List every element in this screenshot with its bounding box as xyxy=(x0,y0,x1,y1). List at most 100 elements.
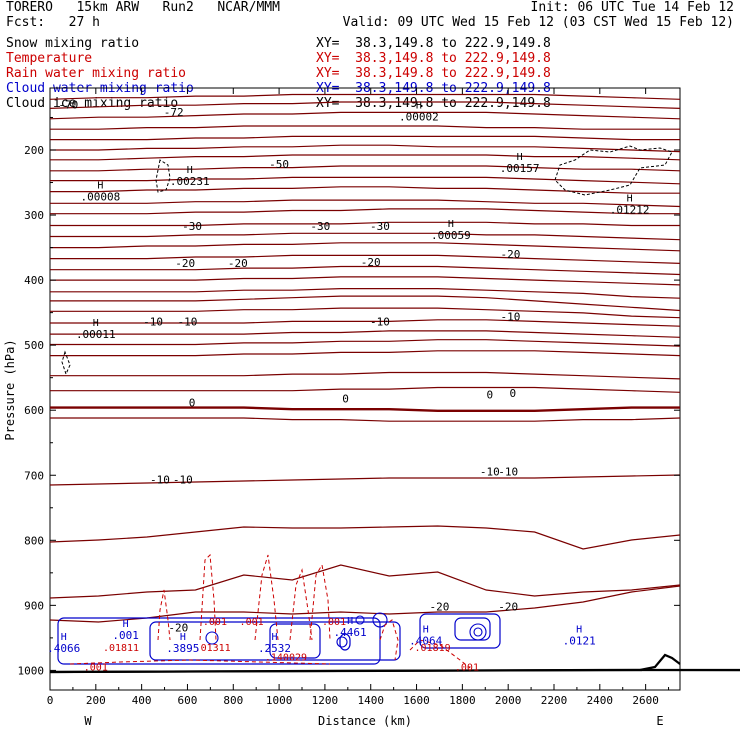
temperature-contour-label: -10 xyxy=(480,465,500,478)
x-axis-title: Distance (km) xyxy=(318,714,412,728)
snow-maximum-marker: H xyxy=(97,181,103,192)
cloud-water-maximum-value: .001 xyxy=(112,629,139,642)
temperature-contour xyxy=(50,144,681,153)
cloud-water-maximum-marker: H xyxy=(271,632,277,643)
terrain-line xyxy=(49,668,643,674)
temperature-contour xyxy=(50,186,680,194)
temperature-contour xyxy=(50,176,681,185)
temperature-contour xyxy=(49,564,681,599)
snow-maximum-value: .00011 xyxy=(76,328,116,341)
cloud-water-contour xyxy=(205,631,219,645)
cloud-water-contour xyxy=(149,621,401,661)
rain-water-label: .001 xyxy=(455,662,479,673)
rain-water-label: .01819 xyxy=(415,643,451,654)
legend-field-xy: XY= 38.3,149.8 to 222.9,149.8 xyxy=(316,66,551,81)
cloud-water-maximum-marker: H xyxy=(123,619,129,630)
temperature-contour xyxy=(50,288,681,299)
rain-water-contour xyxy=(409,639,471,669)
rain-water-label: .140029 xyxy=(265,653,307,664)
cloud-water-contour xyxy=(473,627,483,637)
legend-field-name: Temperature xyxy=(6,51,93,66)
x-tick-label: 1600 xyxy=(403,694,430,707)
y-tick-label: 500 xyxy=(24,339,44,352)
x-tick-label: 1800 xyxy=(449,694,476,707)
snow-maximum-value: .00231 xyxy=(170,175,210,188)
x-tick-label: 0 xyxy=(47,694,54,707)
snow-maximum-marker: H xyxy=(187,165,193,176)
rain-water-label: .01311 xyxy=(195,643,231,654)
temperature-contour xyxy=(50,417,681,422)
temperature-contour-label: -20 xyxy=(361,256,381,269)
temperature-contour xyxy=(50,276,681,286)
rain-water-contour xyxy=(199,553,217,641)
temperature-contour xyxy=(50,330,681,338)
west-label: W xyxy=(84,714,92,728)
rain-water-contour xyxy=(254,554,279,641)
plot-title: TORERO 15km ARW Run2 NCAR/MMM xyxy=(6,0,280,15)
cloud-water-maximum-value: .4461 xyxy=(334,626,367,639)
x-tick-label: 1400 xyxy=(357,694,384,707)
temperature-contour xyxy=(50,135,680,141)
temperature-contour-label: -10 xyxy=(173,474,193,487)
temperature-contour xyxy=(50,208,680,215)
temperature-contour xyxy=(50,242,681,252)
temperature-contour xyxy=(50,199,681,208)
rain-water-label: .01811 xyxy=(103,643,139,654)
snow-maximum-value: .00002 xyxy=(399,111,439,124)
snow-maximum-value: .00008 xyxy=(81,191,121,204)
cloud-water-contour xyxy=(336,636,348,648)
temperature-contour xyxy=(50,125,680,130)
y-tick-label: 200 xyxy=(24,144,44,157)
legend-field-xy: XY= 38.3,149.8 to 222.9,149.8 xyxy=(316,36,551,51)
temperature-contour xyxy=(50,319,681,327)
temperature-contour-label: -50 xyxy=(269,158,289,171)
temperature-contour-label: -10 xyxy=(370,316,390,329)
temperature-contour xyxy=(49,93,681,100)
snow-maximum-marker: H xyxy=(416,101,422,112)
temperature-contour-label: -10 xyxy=(178,316,198,329)
cloud-water-maximum-marker: H xyxy=(180,632,186,643)
cloud-water-contour xyxy=(57,617,381,665)
rain-water-contour xyxy=(69,659,331,665)
x-tick-label: 2400 xyxy=(587,694,614,707)
temperature-contour-label: -30 xyxy=(182,220,202,233)
temperature-contour-label: 0 xyxy=(487,388,494,401)
rain-water-contour xyxy=(309,563,331,641)
snow-contour xyxy=(155,159,171,193)
temperature-contour xyxy=(49,585,681,623)
forecast-hour: Fcst: 27 h xyxy=(6,15,100,30)
cloud-water-maximum-value: .0121 xyxy=(563,634,596,647)
cloud-water-maximum-marker: H xyxy=(61,632,67,643)
temperature-contour xyxy=(49,111,681,120)
cloud-water-contour xyxy=(469,623,487,641)
rain-water-contour xyxy=(157,589,171,641)
temperature-contour xyxy=(50,165,681,172)
snow-maximum-value: .01212 xyxy=(610,204,650,217)
temperature-contour xyxy=(50,307,681,319)
temperature-contour xyxy=(50,339,681,347)
init-time: Init: 06 UTC Tue 14 Feb 12 xyxy=(530,0,735,15)
temperature-contour-label: -10 xyxy=(150,474,170,487)
rain-water-contour xyxy=(379,619,399,661)
rain-water-label: .001 xyxy=(240,617,264,628)
freezing-level-contour xyxy=(50,406,680,412)
y-tick-label: 400 xyxy=(24,274,44,287)
temperature-contour xyxy=(50,154,681,161)
cloud-water-maximum-value: .2532 xyxy=(258,642,291,655)
x-tick-label: 2200 xyxy=(541,694,568,707)
temperature-contour xyxy=(50,265,681,276)
y-tick-label: 600 xyxy=(24,404,44,417)
cloud-water-contour xyxy=(454,617,491,641)
temperature-contour-label: -30 xyxy=(310,220,330,233)
x-tick-label: 200 xyxy=(86,694,106,707)
temperature-contour xyxy=(50,295,681,312)
legend-field-xy: XY= 38.3,149.8 to 222.9,149.8 xyxy=(316,51,551,66)
legend-field-name: Snow mixing ratio xyxy=(6,36,140,51)
temperature-contour xyxy=(50,371,681,380)
legend-field-name: Rain water mixing ratio xyxy=(6,66,187,81)
temperature-contour-label: -20 xyxy=(168,621,188,634)
rain-water-label: .001 xyxy=(84,662,108,673)
snow-contour xyxy=(61,350,71,376)
temperature-contour xyxy=(50,386,681,393)
temperature-contour-label: 0 xyxy=(342,392,349,405)
